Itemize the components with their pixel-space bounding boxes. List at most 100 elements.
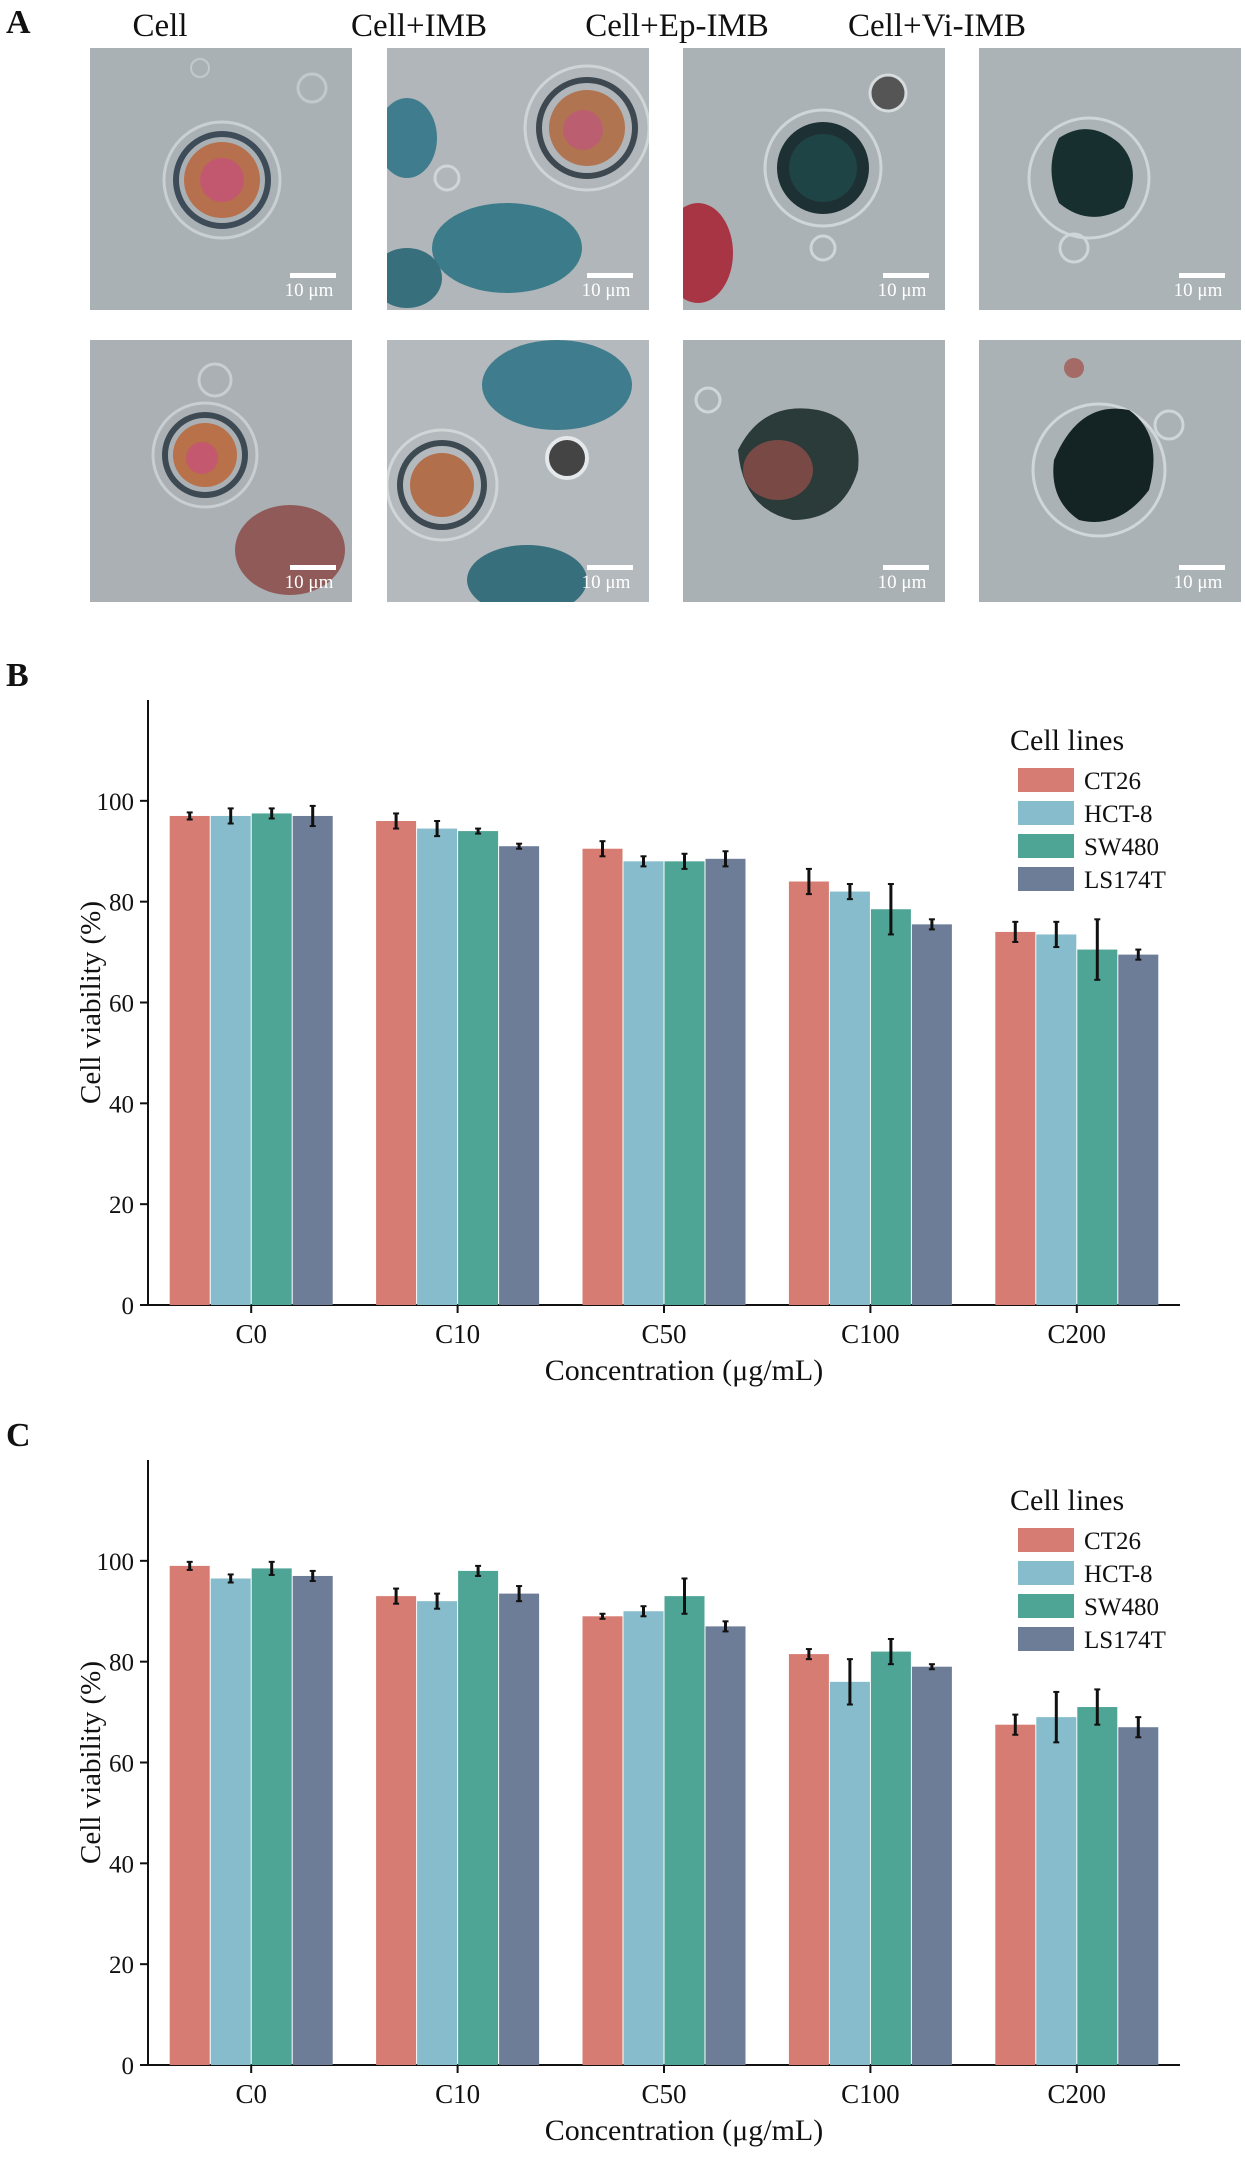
legend-label-hct-8: HCT-8 [1084,801,1153,828]
bar-ls174t-c200 [1118,954,1159,1305]
bar-hct-8-c200 [1036,1717,1077,2065]
legend-swatch-hct-8 [1018,801,1074,825]
bar-ct26-c100 [788,881,829,1305]
bar-hct-8-c100 [829,891,870,1305]
column-title-cell-vi-imb: Cell+Vi-IMB [848,8,1026,44]
scale-label: 10 μm [581,280,631,301]
column-title-cell: Cell [132,8,188,44]
panel-a-letter: A [6,4,31,41]
legend-swatch-sw480 [1018,1594,1074,1618]
scale-label: 10 μm [1173,572,1223,593]
bar-hct-8-c50 [623,861,664,1305]
bar-ls174t-c200 [1118,1727,1159,2065]
bar-ct26-c10 [376,821,417,1305]
x-tick-label: C200 [1048,2079,1107,2109]
x-axis-label: Concentration (μg/mL) [545,2114,824,2147]
legend-label-ls174t: LS174T [1084,1627,1166,1654]
legend-swatch-ls174t [1018,1627,1074,1651]
y-tick-label: 60 [109,1751,134,1778]
scale-label: 10 μm [1173,280,1223,301]
bar-sw480-c50 [664,861,705,1305]
bar-sw480-c100 [870,909,911,1305]
panel-b-letter: B [6,657,29,694]
micrograph-cell-imb-1: 10 μm [387,48,649,310]
micrograph-cell-ep-imb-1: 10 μm [683,48,945,310]
x-tick-label: C0 [235,1319,267,1349]
x-tick-label: C10 [435,1319,480,1349]
x-tick-label: C200 [1048,1319,1107,1349]
bar-hct-8-c200 [1036,934,1077,1305]
bar-hct-8-c0 [210,815,251,1305]
bar-hct-8-c50 [623,1611,664,2065]
legend-swatch-sw480 [1018,834,1074,858]
bar-sw480-c0 [251,1568,292,2065]
legend-label-ct26: CT26 [1084,1528,1141,1555]
bar-ls174t-c50 [705,858,746,1305]
micrograph-cell-ep-imb-2: 10 μm [683,340,945,602]
bar-sw480-c10 [458,1570,499,2065]
legend-swatch-ls174t [1018,867,1074,891]
y-tick-label: 0 [122,2053,135,2080]
y-tick-label: 0 [122,1293,135,1320]
bar-ct26-c0 [169,1565,210,2065]
y-tick-label: 20 [109,1192,134,1219]
bar-ct26-c200 [995,1724,1036,2065]
micrograph-cell-vi-imb-1: 10 μm [979,48,1241,310]
y-axis-label: Cell viability (%) [75,901,107,1104]
legend-swatch-ct26 [1018,768,1074,792]
y-tick-label: 100 [97,1549,135,1576]
bar-ct26-c10 [376,1596,417,2065]
bar-sw480-c200 [1077,1707,1118,2065]
y-tick-label: 40 [109,1851,134,1878]
scale-label: 10 μm [877,572,927,593]
bar-ls174t-c100 [911,1666,952,2065]
legend-label-ct26: CT26 [1084,768,1141,795]
bar-ct26-c50 [582,848,623,1305]
bar-ls174t-c10 [499,1593,540,2065]
y-tick-label: 40 [109,1091,134,1118]
column-title-cell-ep-imb: Cell+Ep-IMB [585,8,769,44]
bar-ls174t-c100 [911,924,952,1305]
column-title-cell-imb: Cell+IMB [351,8,487,44]
x-tick-label: C0 [235,2079,267,2109]
bar-ct26-c200 [995,931,1036,1305]
bar-sw480-c50 [664,1596,705,2065]
scale-label: 10 μm [581,572,631,593]
panel-c-letter: C [6,1417,31,1454]
bar-ct26-c100 [788,1654,829,2065]
x-axis-label: Concentration (μg/mL) [545,1354,824,1387]
bar-sw480-c100 [870,1651,911,2065]
bar-ls174t-c0 [292,815,333,1305]
bar-hct-8-c0 [210,1578,251,2065]
y-tick-label: 60 [109,991,134,1018]
bar-sw480-c0 [251,813,292,1305]
x-tick-label: C100 [841,1319,900,1349]
x-tick-label: C50 [641,2079,686,2109]
x-tick-label: C100 [841,2079,900,2109]
bar-hct-8-c10 [417,828,458,1305]
bar-ls174t-c10 [499,846,540,1305]
legend-title: Cell lines [1010,724,1124,757]
y-tick-label: 80 [109,1650,134,1677]
bar-ls174t-c0 [292,1575,333,2065]
scale-label: 10 μm [284,572,334,593]
bar-hct-8-c10 [417,1601,458,2065]
micrograph-cell-vi-imb-2: 10 μm [979,340,1241,602]
bar-hct-8-c100 [829,1681,870,2065]
micrograph-cell-2: 10 μm [90,340,352,602]
scale-label: 10 μm [284,280,334,301]
legend-swatch-hct-8 [1018,1561,1074,1585]
bar-sw480-c10 [458,831,499,1305]
scale-label: 10 μm [877,280,927,301]
y-tick-label: 80 [109,890,134,917]
legend-swatch-ct26 [1018,1528,1074,1552]
legend-label-hct-8: HCT-8 [1084,1561,1153,1588]
y-tick-label: 20 [109,1952,134,1979]
chart-panel-b: B 0 20 40 60 80 100 Cell viability (%) C0 C10 C50 C… [6,657,1180,1387]
legend-label-sw480: SW480 [1084,834,1159,861]
y-tick-label: 100 [97,789,135,816]
x-tick-label: C10 [435,2079,480,2109]
micrograph-cell-1: 10 μm [90,48,352,310]
y-axis-label: Cell viability (%) [75,1661,107,1864]
